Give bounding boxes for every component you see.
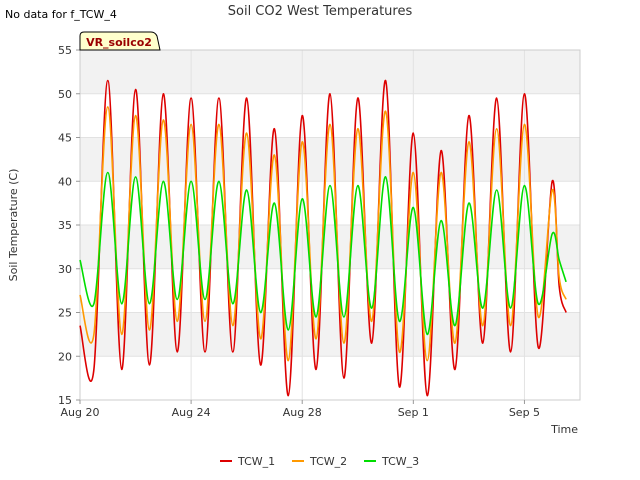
y-tick-label: 20 xyxy=(58,350,72,363)
y-tick-label: 45 xyxy=(58,132,72,145)
no-data-note: No data for f_TCW_4 xyxy=(5,8,117,21)
site-label-shape xyxy=(79,31,161,51)
plot-band xyxy=(80,225,580,269)
x-tick-label: Sep 5 xyxy=(509,406,540,419)
x-tick-label: Aug 20 xyxy=(61,406,100,419)
plot-band xyxy=(80,50,580,94)
plot-band xyxy=(80,356,580,400)
plot-band xyxy=(80,268,580,313)
plot-band xyxy=(80,137,580,182)
site-label: VR_soilco2 xyxy=(86,36,152,49)
series-line-tcw_3 xyxy=(79,171,567,336)
site-label-box: VR_soilco2 xyxy=(79,31,161,51)
x-axis: Aug 20 Aug 24 Aug 28 Sep 1 Sep 5 xyxy=(61,400,540,419)
chart-title: Soil CO2 West Temperatures xyxy=(228,4,413,19)
plot-background xyxy=(80,50,580,400)
y-axis-label: Soil Temperature (C) xyxy=(7,169,20,282)
legend: TCW_1 TCW_2 TCW_3 xyxy=(220,455,419,468)
y-tick-label: 40 xyxy=(58,175,72,188)
y-axis: 15 20 25 30 35 40 45 50 55 xyxy=(58,44,80,407)
y-tick-label: 25 xyxy=(58,307,72,320)
series-lines xyxy=(79,79,567,397)
plot-band xyxy=(80,93,580,138)
y-tick-label: 50 xyxy=(58,88,72,101)
plot-band xyxy=(80,181,580,225)
x-tick-label: Aug 24 xyxy=(172,406,211,419)
x-tick-label: Sep 1 xyxy=(398,406,429,419)
y-tick-label: 55 xyxy=(58,44,72,57)
legend-label-tcw_1: TCW_1 xyxy=(237,455,275,468)
plot-band xyxy=(80,312,580,357)
x-tick-label: Aug 28 xyxy=(283,406,322,419)
legend-label-tcw_2: TCW_2 xyxy=(309,455,347,468)
legend-label-tcw_3: TCW_3 xyxy=(381,455,419,468)
y-tick-label: 15 xyxy=(58,394,72,407)
y-tick-label: 35 xyxy=(58,219,72,232)
y-tick-label: 30 xyxy=(58,263,72,276)
x-axis-label: Time xyxy=(550,423,578,436)
